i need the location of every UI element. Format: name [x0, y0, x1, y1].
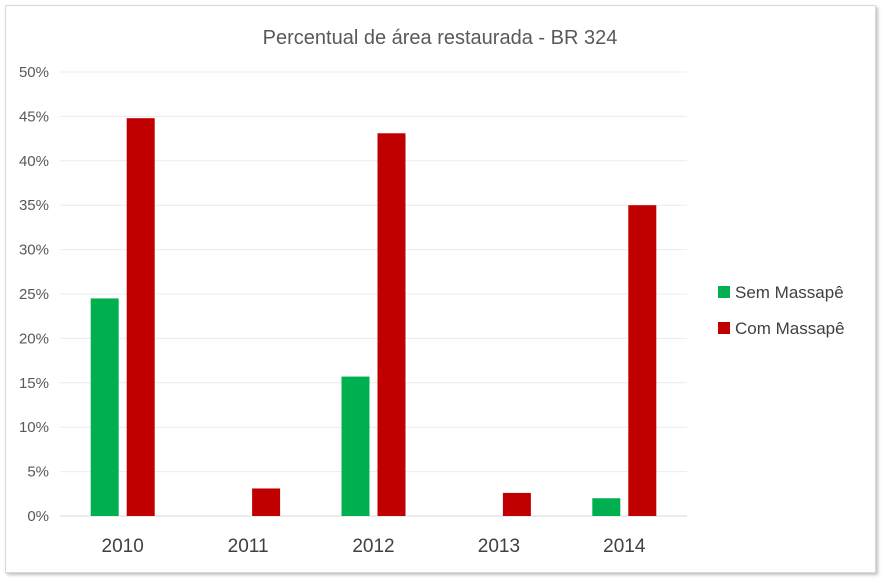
legend-label: Sem Massapê — [735, 283, 844, 302]
y-tick-label: 15% — [19, 375, 49, 392]
x-tick-label: 2011 — [228, 536, 269, 557]
bar-com-massapê-2012 — [377, 133, 406, 516]
y-tick-label: 10% — [19, 419, 49, 436]
bar-sem-massapê-2010 — [90, 298, 119, 516]
legend-swatch — [718, 286, 730, 298]
legend: Sem Massapê Com Massapê — [718, 283, 845, 338]
y-tick-label: 20% — [19, 330, 49, 347]
x-tick-label: 2014 — [603, 536, 646, 557]
y-tick-label: 35% — [19, 197, 49, 214]
x-tick-label: 2010 — [102, 536, 144, 557]
y-tick-label: 45% — [19, 108, 49, 125]
gridlines — [60, 71, 687, 517]
bar-sem-massapê-2014 — [592, 498, 621, 516]
x-tick-label: 2013 — [478, 536, 520, 557]
x-axis-ticks: 2010 2011 2012 2013 2014 — [102, 536, 646, 557]
legend-label: Com Massapê — [735, 319, 845, 338]
y-axis-ticks: 0% 5% 10% 15% 20% 25% 30% 35% 40% 45% 50% — [19, 64, 49, 525]
legend-swatch — [718, 322, 730, 334]
bar-com-massapê-2013 — [502, 492, 531, 516]
y-tick-label: 5% — [27, 464, 49, 481]
chart-title: Percentual de área restaurada - BR 324 — [263, 27, 618, 49]
bar-com-massapê-2011 — [252, 488, 281, 516]
y-tick-label: 50% — [19, 64, 49, 81]
y-tick-label: 30% — [19, 242, 49, 259]
y-tick-label: 40% — [19, 153, 49, 170]
y-tick-label: 25% — [19, 286, 49, 303]
bar-com-massapê-2010 — [126, 118, 155, 517]
x-tick-label: 2012 — [352, 536, 394, 557]
bar-com-massapê-2014 — [628, 205, 657, 516]
y-tick-label: 0% — [27, 508, 49, 525]
bar-sem-massapê-2012 — [341, 376, 370, 516]
bars — [90, 118, 657, 517]
